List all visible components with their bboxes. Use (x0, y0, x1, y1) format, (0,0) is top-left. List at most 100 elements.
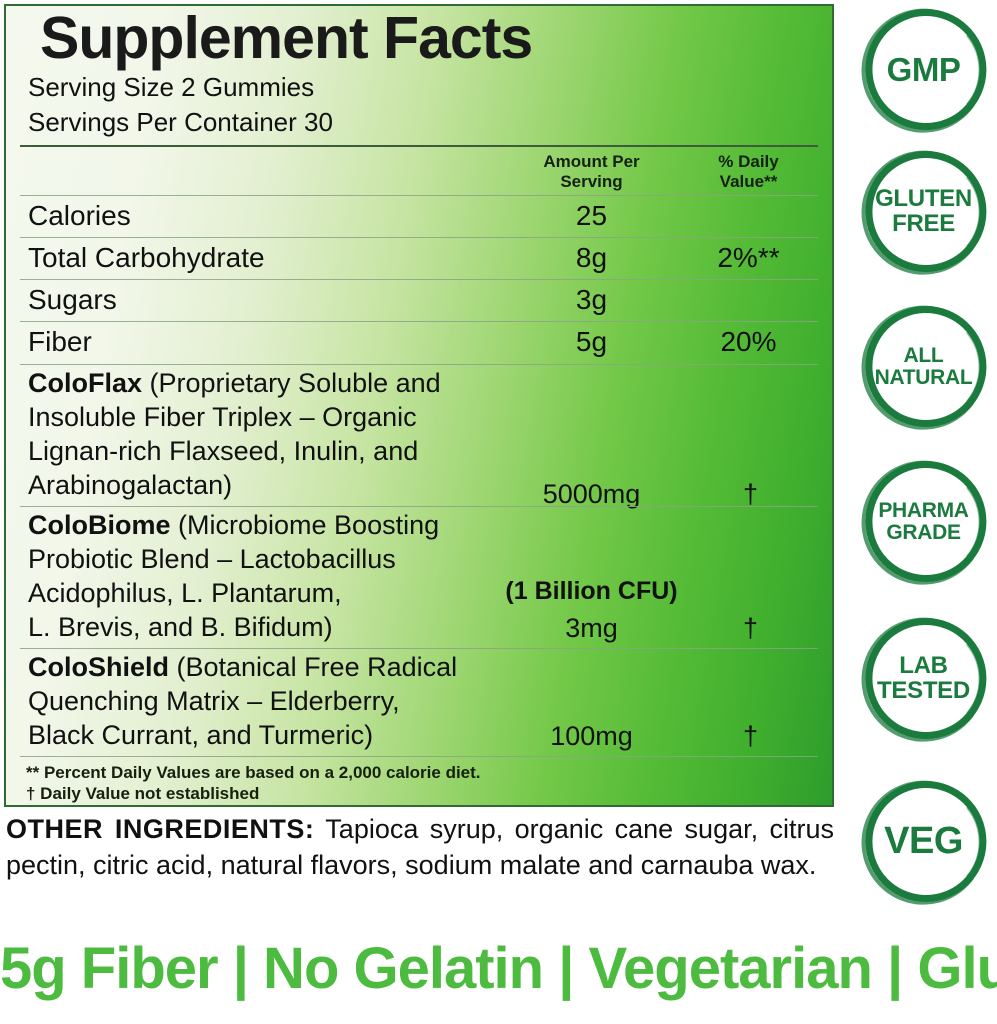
column-header-daily-value: % Daily Value** (679, 152, 818, 191)
badge-all-natural: ALL NATURAL (860, 303, 987, 430)
row-divider (20, 321, 818, 323)
blend-desc-line3: Black Currant, and Turmeric) (28, 720, 374, 751)
certification-badge-column: GMP GLUTEN FREE ALL NATURAL (848, 0, 997, 1024)
column-header-amount-line2: Serving (560, 171, 623, 191)
blend-desc-line3: Acidophilus, L. Plantarum, (28, 578, 342, 609)
row-divider (20, 237, 818, 239)
badge-gluten-free: GLUTEN FREE (860, 148, 987, 275)
nutrient-name: Sugars (28, 284, 117, 316)
badge-label-line1: GLUTEN (875, 185, 972, 213)
blend-desc-line1: (Proprietary Soluble and (142, 367, 441, 398)
badge-lab-tested: LAB TESTED (860, 615, 987, 742)
row-divider (20, 363, 818, 365)
column-header-spacer (20, 152, 504, 191)
nutrient-name: Total Carbohydrate (28, 242, 265, 274)
blend-values: 3mg † (504, 613, 822, 644)
badge-gmp: GMP (860, 6, 987, 133)
blend-desc-line1: (Microbiome Boosting (170, 509, 440, 540)
other-ingredients-text: Tapioca syrup, organic cane sugar, citru… (6, 814, 834, 880)
divider-thick-top (20, 145, 818, 148)
row-divider (20, 279, 818, 281)
badge-pharma-grade: PHARMA GRADE (860, 458, 987, 585)
blend-description: ColoBiome (Microbiome Boosting Probiotic… (20, 508, 580, 645)
servings-per-container-text: Servings Per Container 30 (28, 106, 333, 137)
blend-description: ColoFlax (Proprietary Soluble and Insolu… (20, 366, 580, 503)
nutrient-amount: 5g (575, 326, 608, 358)
table-row: Total Carbohydrate 8g 2%** (6, 238, 832, 279)
serving-size-text: Serving Size 2 Gummies (28, 71, 315, 102)
nutrient-amount: 3g (575, 284, 608, 316)
badge-veg: VEG (860, 778, 987, 905)
blend-dv-dagger: † (742, 720, 759, 751)
badge-label: GMP (860, 6, 987, 133)
blend-amount: 3mg (565, 612, 618, 643)
badge-label: LAB TESTED (860, 615, 987, 742)
badge-label-line1: ALL (903, 344, 944, 368)
blend-desc-line2: Probiotic Blend – Lactobacillus (28, 543, 396, 574)
supplement-facts-panel: Supplement Facts Serving Size 2 Gummies … (4, 4, 834, 807)
blend-row-colobiome: ColoBiome (Microbiome Boosting Probiotic… (6, 507, 832, 648)
row-divider (20, 755, 818, 757)
blend-desc-line4: Arabinogalactan) (28, 470, 233, 501)
blend-amount: 100mg (550, 720, 633, 751)
blend-cfu-spacer (679, 577, 822, 606)
column-header-amount-line1: Amount Per (543, 152, 640, 172)
blend-values: 5000mg † (504, 479, 822, 510)
blend-desc-line1: (Botanical Free Radical (169, 651, 458, 682)
badge-label-line2: FREE (892, 209, 955, 237)
column-header-dv-line1: % Daily (718, 152, 779, 172)
badge-label-line1: LAB (899, 652, 948, 680)
divider-below-headers (20, 195, 818, 197)
nutrient-name: Calories (28, 200, 131, 232)
footnote-dagger: † Daily Value not established (26, 783, 260, 803)
blend-desc-line3: Lignan-rich Flaxseed, Inulin, and (28, 436, 419, 467)
table-row: Fiber 5g 20% (6, 322, 832, 363)
badge-label: VEG (860, 778, 987, 905)
badge-label-line1: PHARMA (878, 499, 969, 523)
nutrient-dv: 2%** (717, 242, 780, 274)
blend-cfu-row: (1 Billion CFU) (504, 577, 822, 606)
blend-desc-line2: Quenching Matrix – Elderberry, (28, 686, 400, 717)
brush-circle-icon (861, 305, 987, 430)
blend-brand-name: ColoShield (28, 651, 169, 682)
brush-circle-icon (861, 617, 987, 742)
bottom-tagline: 5g Fiber | No Gelatin | Vegetarian | Glu… (0, 936, 997, 1001)
other-ingredients-heading: OTHER INGREDIENTS: (6, 814, 315, 844)
badge-label-line1: GMP (886, 50, 961, 88)
blend-row-coloshield: ColoShield (Botanical Free Radical Quenc… (6, 649, 832, 756)
blend-brand-name: ColoBiome (28, 509, 171, 540)
blend-cfu-value: (1 Billion CFU) (505, 576, 678, 605)
blend-dv-dagger: † (742, 612, 759, 643)
page-title: Supplement Facts (40, 5, 533, 71)
table-row: Sugars 3g (6, 280, 832, 321)
row-divider (20, 647, 818, 649)
nutrient-amount: 25 (575, 200, 608, 232)
row-divider (20, 505, 818, 507)
brush-circle-icon (861, 780, 987, 905)
table-row: Calories 25 (6, 196, 832, 237)
blend-amount: 5000mg (542, 478, 641, 509)
badge-label-line2: TESTED (877, 676, 970, 704)
badge-label-line2: NATURAL (874, 365, 973, 389)
badge-label-line2: GRADE (886, 520, 961, 544)
column-header-amount-per-serving: Amount Per Serving (504, 152, 679, 191)
footnote-daily-value-basis: ** Percent Daily Values are based on a 2… (26, 762, 481, 782)
footnotes: ** Percent Daily Values are based on a 2… (6, 757, 832, 805)
column-header-dv-line2: Value** (719, 171, 778, 191)
badge-label-line1: VEG (884, 820, 963, 863)
blend-row-coloflax: ColoFlax (Proprietary Soluble and Insolu… (6, 365, 832, 509)
badge-label: PHARMA GRADE (860, 458, 987, 585)
blend-values: 100mg † (504, 721, 822, 752)
brush-circle-icon (861, 150, 987, 275)
blend-desc-line4: L. Brevis, and B. Bifidum) (28, 612, 333, 643)
blend-brand-name: ColoFlax (28, 367, 143, 398)
blend-description: ColoShield (Botanical Free Radical Quenc… (20, 650, 580, 753)
blend-dv-dagger: † (742, 478, 759, 509)
brush-circle-icon (861, 460, 987, 585)
brush-circle-icon (861, 8, 987, 133)
table-column-headers: Amount Per Serving % Daily Value** (6, 147, 832, 195)
nutrient-amount: 8g (575, 242, 608, 274)
other-ingredients-section: OTHER INGREDIENTS: Tapioca syrup, organi… (6, 812, 834, 883)
badge-label: GLUTEN FREE (860, 148, 987, 275)
